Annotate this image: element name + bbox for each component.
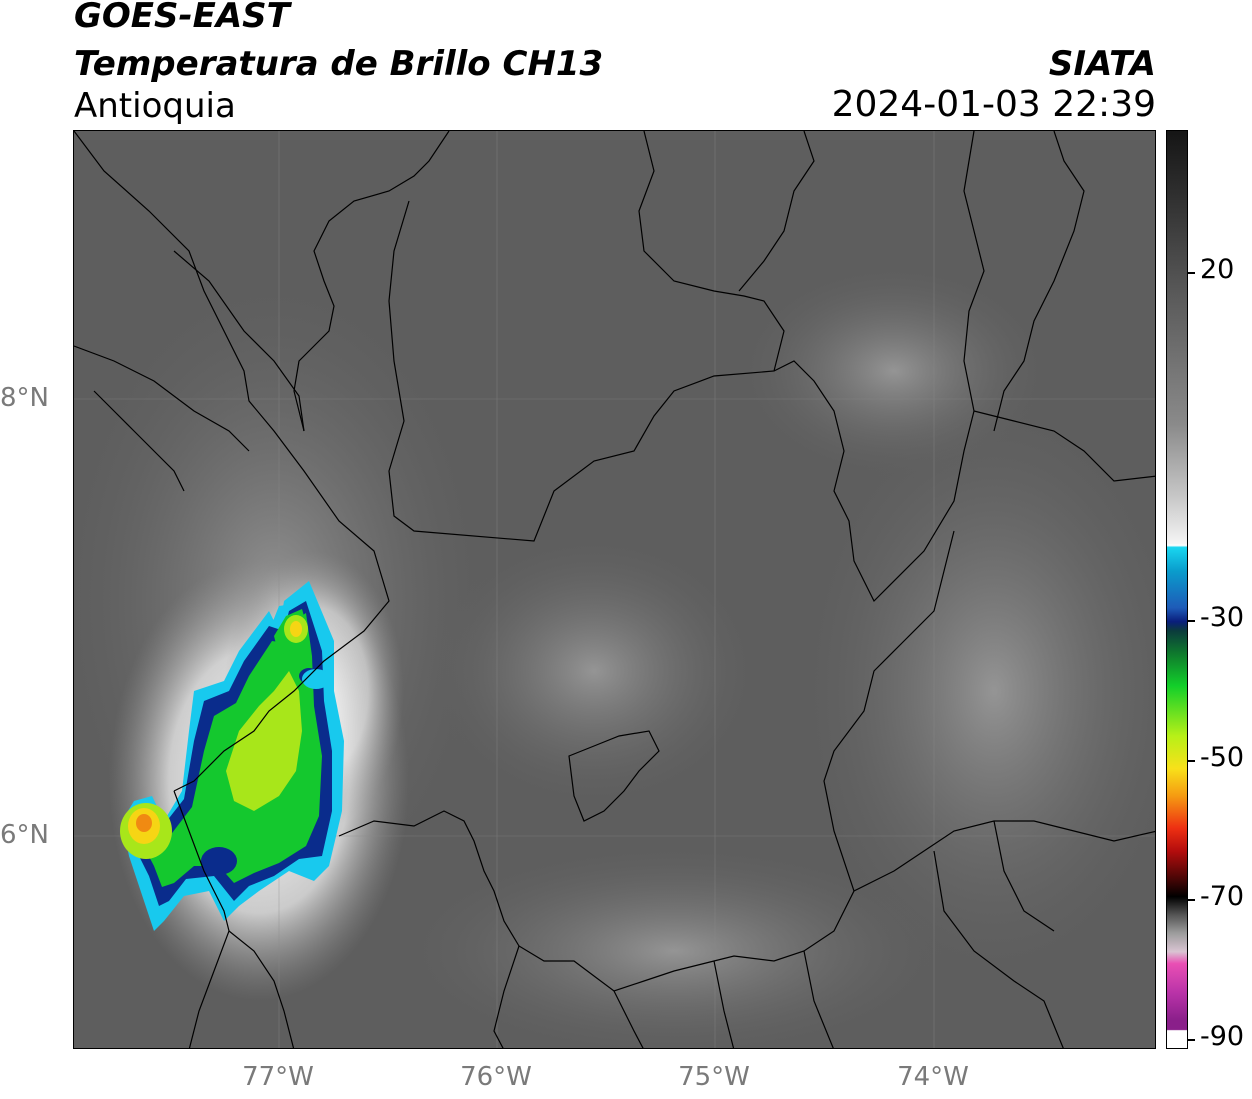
colorbar-tick-20 — [1188, 272, 1195, 274]
lat-label-8n: 8°N — [0, 383, 49, 413]
colorbar-tick-minus30 — [1188, 620, 1195, 622]
datetime-label: 2024-01-03 22:39 — [831, 84, 1156, 125]
cloud-east — [794, 391, 1155, 991]
cloud-central — [424, 531, 764, 811]
cloud-south — [394, 841, 954, 1048]
storm-blue-pocket — [201, 847, 237, 875]
colorbar-label-minus70: -70 — [1200, 881, 1245, 912]
satellite-title: GOES-EAST — [74, 0, 290, 36]
cloud-northeast — [734, 261, 1054, 481]
colorbar-label-minus30: -30 — [1200, 602, 1245, 633]
agency-label: SIATA — [1048, 44, 1156, 84]
product-title: Temperatura de Brillo CH13 — [74, 44, 604, 84]
lon-label-75w: 75°W — [678, 1062, 750, 1092]
storm-green-core — [142, 613, 322, 887]
colorbar-tick-minus50 — [1188, 760, 1195, 762]
colorbar-tick-minus90 — [1188, 1039, 1195, 1041]
colorbar-label-20: 20 — [1200, 254, 1235, 285]
lon-label-76w: 76°W — [460, 1062, 532, 1092]
colorbar-label-minus90: -90 — [1200, 1021, 1245, 1052]
storm-yellow-north — [290, 621, 302, 637]
storm-cyan-islet — [302, 669, 330, 689]
lon-label-74w: 74°W — [897, 1062, 969, 1092]
colorbar — [1166, 130, 1188, 1049]
region-subtitle: Antioquia — [74, 86, 236, 126]
lat-label-6n: 6°N — [0, 820, 49, 850]
satellite-map[interactable] — [73, 130, 1156, 1049]
map-canvas — [74, 131, 1155, 1048]
storm-lime — [226, 671, 302, 811]
lon-label-77w: 77°W — [242, 1062, 314, 1092]
colorbar-tick-minus70 — [1188, 899, 1195, 901]
colorbar-label-minus50: -50 — [1200, 742, 1245, 773]
political-borders — [74, 131, 1155, 1048]
storm-sw-orange — [136, 814, 152, 832]
